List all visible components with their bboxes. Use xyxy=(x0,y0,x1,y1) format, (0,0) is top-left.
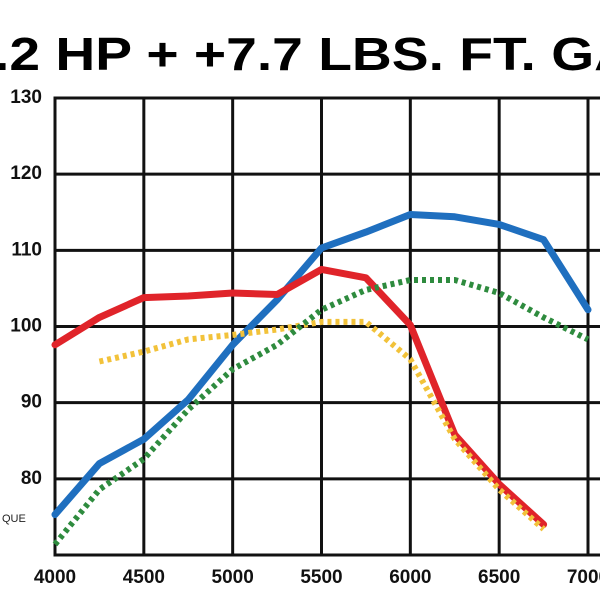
y-tick-label: 100 xyxy=(10,316,42,337)
series-line xyxy=(98,318,546,532)
annotation: QUE xyxy=(2,513,26,525)
y-tick-label: 110 xyxy=(11,239,42,260)
y-tick-label: 80 xyxy=(21,468,42,489)
x-tick-label: 5000 xyxy=(212,567,254,588)
x-tick-label: 7000 xyxy=(567,567,600,588)
series-line xyxy=(51,211,592,519)
x-tick-label: 4000 xyxy=(34,567,76,588)
x-tick-label: 4500 xyxy=(123,567,165,588)
x-tick-label: 6500 xyxy=(478,567,520,588)
y-tick-label: 130 xyxy=(10,87,42,108)
y-tick-label: 90 xyxy=(21,392,42,413)
series-line xyxy=(51,265,548,528)
chart-title: .2 HP + +7.7 LBS. FT. GA xyxy=(0,28,600,80)
x-tick-label: 6000 xyxy=(389,567,431,588)
y-tick-label: 120 xyxy=(10,163,42,184)
x-tick-label: 5500 xyxy=(300,567,342,588)
